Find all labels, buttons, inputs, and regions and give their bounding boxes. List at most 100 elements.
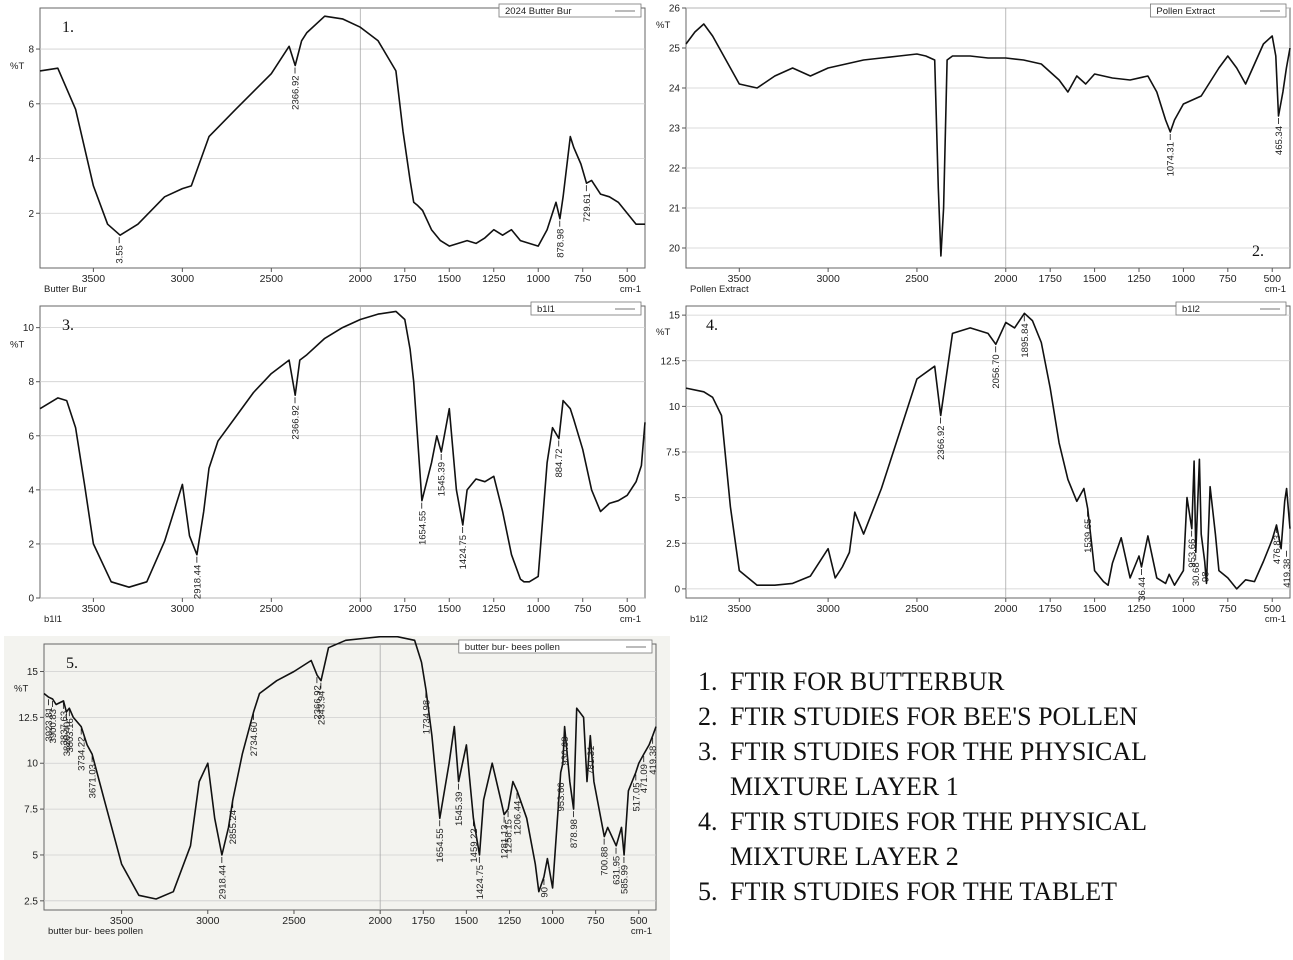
x-tick-label: 1250 <box>482 273 506 285</box>
peak-label: 3900.83 <box>48 709 59 743</box>
y-axis-label: %T <box>10 340 24 351</box>
legend-box <box>498 3 642 18</box>
x-tick-label: 1500 <box>1083 603 1107 615</box>
x-tick-label: 750 <box>1219 603 1237 615</box>
x-unit-label: cm-1 <box>620 284 641 295</box>
spectrum-line <box>685 312 1291 590</box>
peak-label: 1545.39 <box>454 792 465 826</box>
peak-label: 1539.65 <box>1083 519 1094 553</box>
x-unit-label: cm-1 <box>1265 284 1286 295</box>
y-tick-label: 10 <box>23 323 35 334</box>
peak-label: 2366.92 <box>936 426 947 460</box>
y-tick-label: 15 <box>27 667 39 678</box>
x-tick-label: 3000 <box>816 273 840 285</box>
x-tick-label: 750 <box>1219 273 1237 285</box>
peak-label: 1654.55 <box>417 511 428 545</box>
x-tick-label: 1250 <box>498 915 522 927</box>
x-unit-label: cm-1 <box>631 926 652 937</box>
x-tick-label: 1500 <box>438 603 462 615</box>
x-tick-label: 2500 <box>905 603 929 615</box>
panel-number: 3. <box>62 317 74 334</box>
x-tick-label: 750 <box>587 915 605 927</box>
y-tick-label: 10 <box>27 759 39 770</box>
legend-entry: 2024 Butter Bur <box>505 6 572 17</box>
x-tick-label: 1000 <box>527 273 551 285</box>
y-tick-label: 23 <box>669 124 681 135</box>
x-tick-label: 1250 <box>1127 273 1151 285</box>
y-tick-label: 2 <box>28 539 34 550</box>
y-tick-label: 21 <box>669 204 681 215</box>
peak-label: 585.99 <box>619 865 630 894</box>
peak-label: 781.31 <box>586 746 597 775</box>
peak-label: 1206.44 <box>512 801 523 835</box>
sample-label: Butter Bur <box>44 284 87 295</box>
x-tick-label: 2500 <box>260 273 284 285</box>
ftir-panel-b1l2: 0 2.5 5 7.5 10 12.5 15 3500 3000 2500 2000 1750 1500… <box>650 298 1293 634</box>
peak-label: 2366.92 <box>291 405 302 439</box>
legend-box <box>530 301 642 316</box>
x-tick-label: 3500 <box>82 603 106 615</box>
x-tick-label: 1750 <box>1038 273 1062 285</box>
caption-number: 4. <box>698 807 718 836</box>
peak-label: 930.68 <box>560 737 571 766</box>
y-tick-label: 2.5 <box>24 896 38 907</box>
peak-label: 884.72 <box>554 448 565 477</box>
panel-number: 2. <box>1252 243 1264 260</box>
caption-number: 3. <box>698 737 718 766</box>
peak-label: 2918.44 <box>217 865 228 899</box>
x-unit-label: cm-1 <box>1265 614 1286 625</box>
x-tick-label: 2000 <box>349 603 373 615</box>
peak-label: 3803.16 <box>65 718 76 752</box>
x-tick-label: 2000 <box>994 273 1018 285</box>
panel-number: 1. <box>62 19 74 36</box>
x-tick-label: 1500 <box>438 273 462 285</box>
plot-frame <box>39 7 646 269</box>
peak-label: 90 <box>539 887 550 898</box>
peak-label: 1654.55 <box>435 828 446 862</box>
x-tick-label: 2500 <box>905 273 929 285</box>
spectrum-line <box>39 310 646 588</box>
peak-label: 476.83 <box>1272 535 1283 564</box>
x-unit-label: cm-1 <box>620 614 641 625</box>
peak-label: 471.09 <box>639 764 650 793</box>
peak-label: 878.98 <box>569 819 580 848</box>
x-tick-label: 1750 <box>393 603 417 615</box>
y-tick-label: 4 <box>28 485 34 496</box>
peak-label: 2855.24 <box>228 810 239 844</box>
y-axis-label: %T <box>656 20 670 31</box>
legend-box <box>1149 3 1287 18</box>
x-tick-label: 1000 <box>1172 273 1196 285</box>
ftir-chart-2: 20 21 22 23 24 25 26 3500 3000 2500 2000 1750 1500 12… <box>656 3 1291 295</box>
peak-label: 419.38 <box>1282 559 1293 588</box>
peak-label: 1545.39 <box>437 462 448 496</box>
peak-label: 3820.40 <box>62 722 73 756</box>
peak-label: 98 <box>1200 572 1211 583</box>
y-tick-label: 4 <box>28 154 34 165</box>
y-tick-label: 12.5 <box>661 356 681 367</box>
peak-label: 1074.31 <box>1166 142 1177 176</box>
spectrum-line <box>685 23 1291 257</box>
peak-label: 1734.98 <box>421 700 432 734</box>
x-tick-label: 3500 <box>728 273 752 285</box>
legend-entry: b1l1 <box>537 304 555 315</box>
x-tick-label: 500 <box>630 915 648 927</box>
ftir-chart-5: 2.5 5 7.5 10 12.5 15 3500 3000 2500 2000 1750 1500 1… <box>14 636 659 937</box>
x-tick-label: 1000 <box>1172 603 1196 615</box>
peak-label: 3.55 <box>115 245 126 264</box>
caption-item: 3. FTIR STUDIES FOR THE PHYSICAL MIXTURE … <box>698 734 1258 804</box>
caption-number: 5. <box>698 877 718 906</box>
peak-label: 419.38 <box>648 746 659 775</box>
caption-number: 2. <box>698 702 718 731</box>
peak-label: 2366.92 <box>291 75 302 109</box>
y-tick-label: 26 <box>669 4 681 15</box>
peak-label: 2918.44 <box>192 565 203 599</box>
x-tick-label: 1250 <box>1127 603 1151 615</box>
x-tick-label: 2500 <box>282 915 306 927</box>
x-tick-label: 750 <box>574 273 592 285</box>
x-tick-label: 500 <box>618 603 636 615</box>
x-tick-label: 750 <box>574 603 592 615</box>
peak-label: 517.05 <box>631 782 642 811</box>
caption-text: FTIR STUDIES FOR BEE'S POLLEN <box>730 702 1138 731</box>
caption-item: 1. FTIR FOR BUTTERBUR <box>698 664 1258 699</box>
sample-label: b1l1 <box>44 614 62 625</box>
